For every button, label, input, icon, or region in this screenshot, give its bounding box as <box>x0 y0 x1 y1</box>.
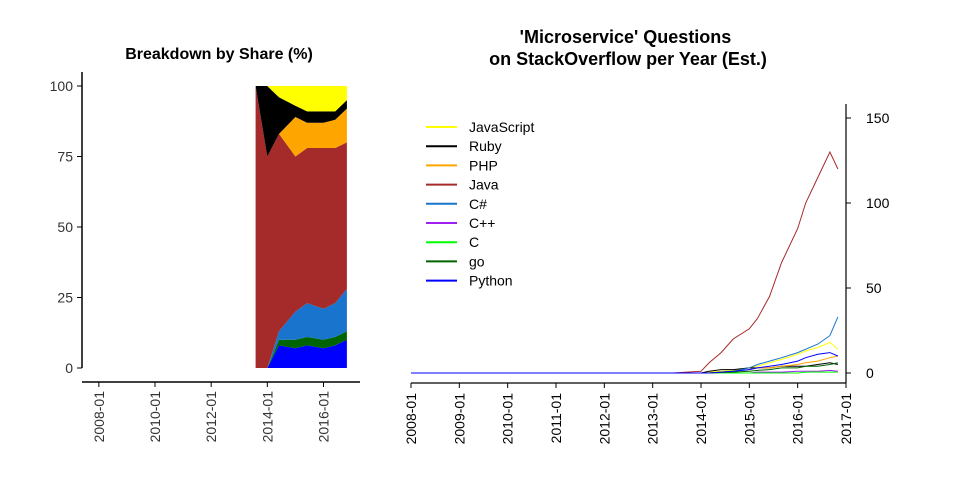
y-tick-label: 25 <box>57 290 73 306</box>
y-tick-label: 75 <box>57 149 73 165</box>
area-python <box>255 339 347 368</box>
x-tick-label: 2017-01 <box>838 393 854 445</box>
legend-label: go <box>469 253 485 269</box>
x-tick-label: 2010-01 <box>147 391 163 443</box>
share-chart-axes: 0 25 50 75 100 2008-01 2010-01 2012-01 2014-01 20… <box>50 72 360 442</box>
share-chart: Breakdown by Share (%) 0 25 50 75 100 2008-01… <box>50 46 360 442</box>
area-java <box>255 86 347 368</box>
x-tick-label: 2011-01 <box>548 393 564 444</box>
y-tick-label: 100 <box>50 78 74 94</box>
x-tick-label: 2012-01 <box>203 391 219 443</box>
line-go <box>411 362 839 374</box>
area-c# <box>255 289 347 368</box>
share-chart-title: Breakdown by Share (%) <box>125 46 313 63</box>
y-tick-label: 150 <box>866 110 890 126</box>
line-ruby <box>411 362 839 374</box>
x-tick-label: 2012-01 <box>596 393 612 445</box>
line-python <box>411 352 839 374</box>
x-tick-label: 2013-01 <box>645 393 661 445</box>
x-tick-label: 2015-01 <box>741 393 757 445</box>
line-c- <box>411 316 839 374</box>
legend-label: Python <box>469 273 513 289</box>
legend: JavaScript Ruby PHP Java C# C++ Cgo Python <box>426 119 534 289</box>
legend-label: PHP <box>469 157 498 173</box>
y-tick-label: 100 <box>866 195 890 211</box>
x-tick-label: 2016-01 <box>315 391 331 443</box>
x-tick-label: 2014-01 <box>259 391 275 443</box>
questions-chart-lines <box>411 150 839 374</box>
questions-chart-title: 'Microservice' Questions on StackOverflo… <box>489 27 767 69</box>
legend-label: Ruby <box>469 138 502 154</box>
line-javascript <box>411 341 839 374</box>
x-tick-label: 2008-01 <box>91 391 107 443</box>
x-tick-label: 2009-01 <box>451 393 467 445</box>
y-tick-label: 50 <box>866 280 882 296</box>
x-tick-label: 2016-01 <box>790 393 806 445</box>
legend-label: Java <box>469 177 499 193</box>
area-ruby <box>255 86 347 157</box>
x-tick-label: 2008-01 <box>403 393 419 445</box>
legend-label: C <box>469 234 479 250</box>
y-tick-label: 50 <box>57 219 73 235</box>
line-java <box>411 150 839 374</box>
questions-chart: 'Microservice' Questions on StackOverflo… <box>403 27 890 444</box>
legend-label: C++ <box>469 215 495 231</box>
area-php <box>255 86 347 157</box>
area-javascript <box>255 86 347 112</box>
x-tick-label: 2010-01 <box>500 393 516 445</box>
y-tick-label: 0 <box>866 365 874 381</box>
x-tick-label: 2014-01 <box>693 393 709 445</box>
area-go <box>255 331 347 368</box>
legend-label: JavaScript <box>469 119 534 135</box>
y-tick-label: 0 <box>65 360 73 376</box>
questions-chart-axes: 0 50 100 150 2008-01 2009-01 2010-01 2011-01 201… <box>403 104 890 444</box>
line-php <box>411 355 839 374</box>
legend-label: C# <box>469 196 487 212</box>
share-chart-areas <box>255 86 347 368</box>
